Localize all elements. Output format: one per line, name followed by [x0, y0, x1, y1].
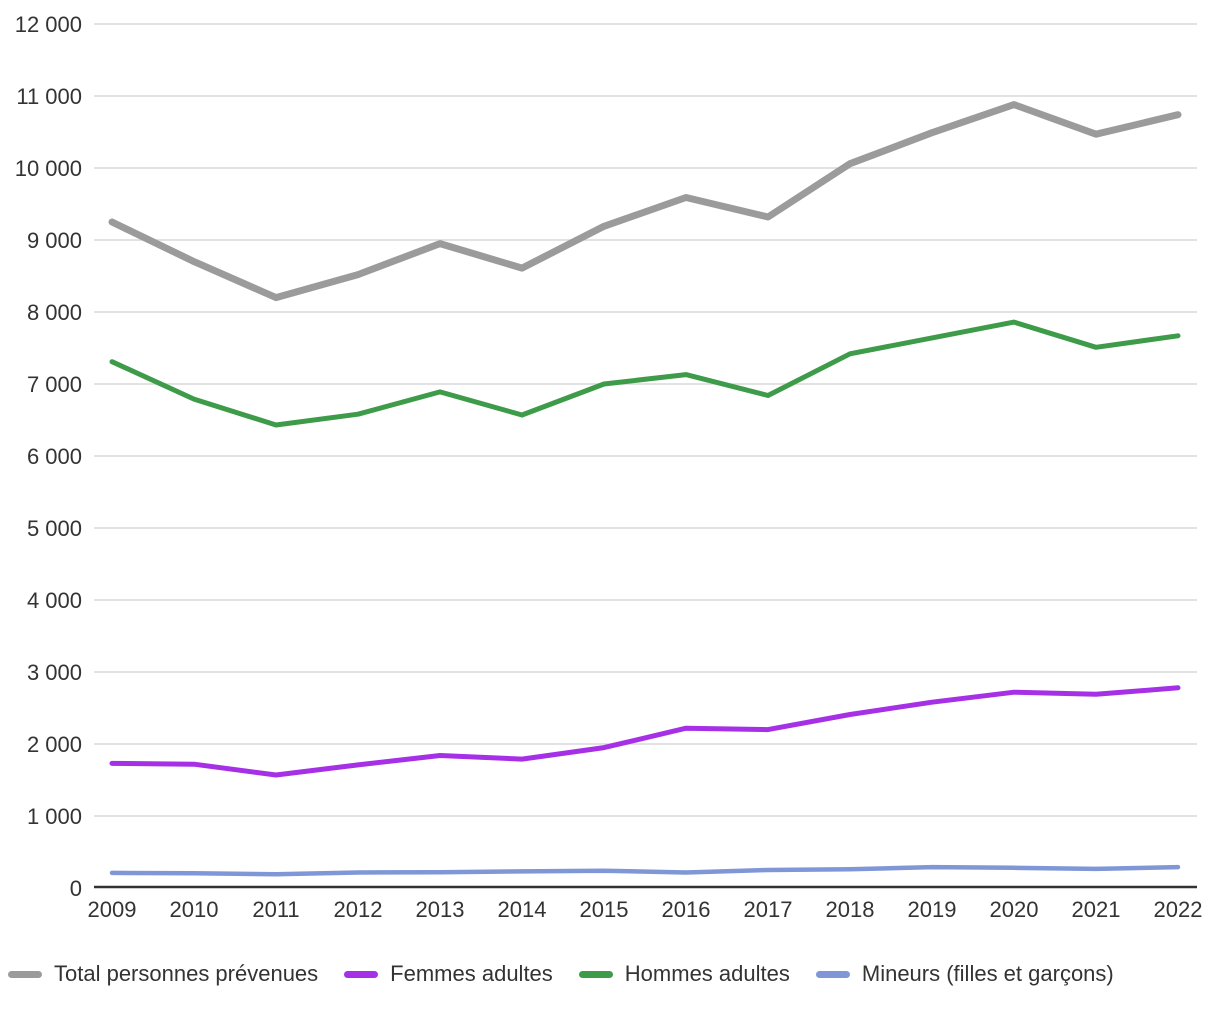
- y-tick-label: 0: [70, 876, 82, 901]
- y-tick-label: 8 000: [27, 300, 82, 325]
- x-tick-label: 2011: [252, 897, 299, 922]
- x-tick-label: 2015: [580, 897, 629, 922]
- y-tick-label: 7 000: [27, 372, 82, 397]
- x-tick-label: 2016: [662, 897, 711, 922]
- y-tick-label: 2 000: [27, 732, 82, 757]
- y-tick-label: 9 000: [27, 228, 82, 253]
- legend-label: Mineurs (filles et garçons): [861, 961, 1114, 986]
- y-tick-label: 3 000: [27, 660, 82, 685]
- series-line-hommes-adultes: [109, 319, 1181, 428]
- legend-item: Femmes adultes: [344, 961, 553, 987]
- y-tick-label: 5 000: [27, 516, 82, 541]
- legend-label: Hommes adultes: [624, 961, 790, 986]
- x-tick-label: 2022: [1154, 897, 1203, 922]
- x-tick-label: 2019: [908, 897, 957, 922]
- x-tick-label: 2010: [170, 897, 219, 922]
- x-tick-label: 2017: [744, 897, 793, 922]
- x-tick-label: 2012: [334, 897, 383, 922]
- x-tick-label: 2020: [990, 897, 1039, 922]
- legend-item: Total personnes prévenues: [8, 961, 318, 987]
- y-tick-label: 6 000: [27, 444, 82, 469]
- legend-item: Mineurs (filles et garçons): [815, 961, 1114, 987]
- legend-swatch-icon: [344, 970, 379, 978]
- series-line-mineurs-filles-et-gar-ons: [109, 864, 1181, 877]
- x-tick-label: 2018: [826, 897, 875, 922]
- legend-label: Femmes adultes: [390, 961, 553, 986]
- legend-label: Total personnes prévenues: [54, 961, 319, 986]
- y-tick-label: 10 000: [15, 156, 82, 181]
- x-tick-label: 2009: [88, 897, 137, 922]
- y-tick-label: 1 000: [27, 804, 82, 829]
- plot-area: 0 1 000 2 000 3 000 4 000 5 000 6 000 7 000 8 00…: [15, 12, 1203, 922]
- y-tick-label: 11 000: [16, 84, 82, 109]
- chart-legend: Total personnes prévenues Femmes adultes H…: [0, 961, 1220, 987]
- legend-swatch-icon: [578, 970, 613, 978]
- y-tick-label: 12 000: [15, 12, 82, 37]
- legend-swatch-icon: [8, 970, 42, 978]
- legend-swatch-icon: [815, 970, 850, 978]
- series-line-total-personnes-pr-venues: [108, 101, 1182, 302]
- series-line-femmes-adultes: [109, 685, 1181, 778]
- legend-item: Hommes adultes: [578, 961, 790, 987]
- x-tick-label: 2021: [1072, 897, 1121, 922]
- y-tick-label: 4 000: [27, 588, 82, 613]
- x-tick-label: 2014: [498, 897, 547, 922]
- x-tick-label: 2013: [416, 897, 465, 922]
